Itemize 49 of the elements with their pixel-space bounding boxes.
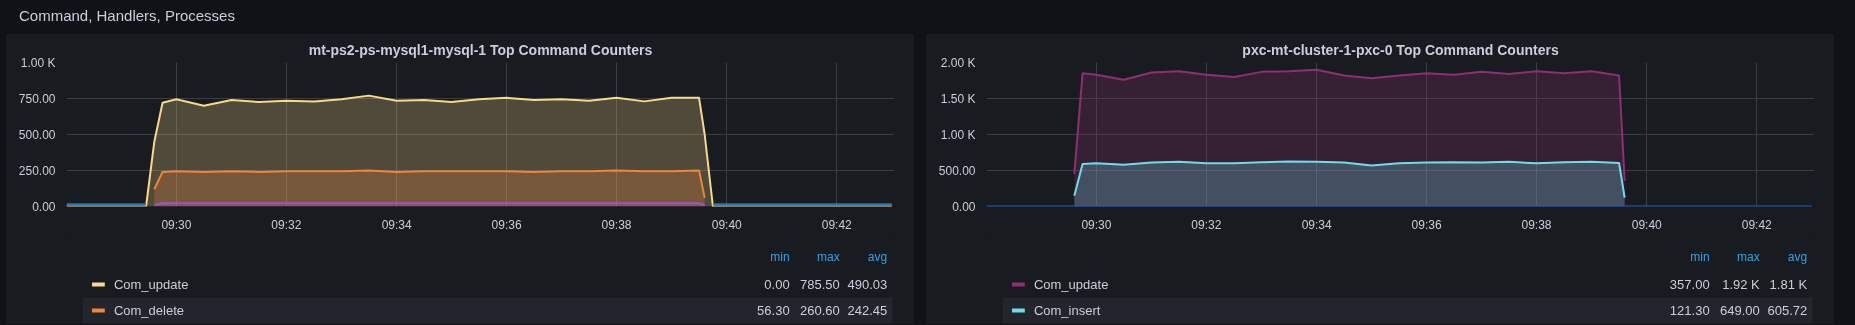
y-tick-label: 1.00 K xyxy=(940,127,976,142)
y-tick-label: 250.00 xyxy=(18,163,56,178)
text: 649.00 xyxy=(1720,303,1760,318)
x-tick-label: 09:36 xyxy=(1411,217,1442,232)
text: 785.50 xyxy=(800,277,840,292)
x-tick-label: 09:30 xyxy=(1081,217,1112,232)
y-tick-label: 1.50 K xyxy=(940,91,976,106)
x-tick-label: 09:34 xyxy=(1301,217,1332,232)
text: 260.60 xyxy=(800,303,840,318)
text: 56.30 xyxy=(757,303,790,318)
x-tick-label: 09:38 xyxy=(1521,217,1552,232)
text: 242.45 xyxy=(847,303,888,318)
legend-label: Com_update xyxy=(1033,277,1109,292)
text: avg xyxy=(1787,249,1808,264)
text: Command, Handlers, Processes xyxy=(19,6,235,26)
y-tick-label: 0.00 xyxy=(952,199,976,214)
x-tick-label: 09:40 xyxy=(1631,217,1663,232)
chart-title: mt-ps2-ps-mysql1-mysql-1 Top Command Counters xyxy=(308,41,653,58)
legend-label: Com_insert xyxy=(1033,303,1101,318)
text: 121.30 xyxy=(1669,303,1710,318)
x-tick-label: 09:42 xyxy=(1741,217,1773,232)
y-tick-label: 2.00 K xyxy=(940,55,976,70)
x-tick-label: 09:32 xyxy=(271,217,302,232)
y-tick-label: 500.00 xyxy=(938,163,976,178)
x-tick-label: 09:36 xyxy=(491,217,522,232)
x-tick-label: 09:32 xyxy=(1191,217,1222,232)
text: max xyxy=(817,249,840,264)
text: 1.92 K xyxy=(1722,277,1761,292)
text: 357.00 xyxy=(1669,277,1710,292)
y-tick-label: 500.00 xyxy=(18,127,56,142)
x-tick-label: 09:38 xyxy=(601,217,632,232)
chart-title: pxc-mt-cluster-1-pxc-0 Top Command Counters xyxy=(1242,41,1559,58)
text: min xyxy=(1690,249,1710,264)
legend-label: Com_update xyxy=(113,277,189,292)
y-tick-label: 0.00 xyxy=(32,199,56,214)
y-tick-label: 750.00 xyxy=(18,91,56,106)
x-tick-label: 09:42 xyxy=(821,217,853,232)
y-tick-label: 1.00 K xyxy=(20,55,56,70)
text: min xyxy=(770,249,790,264)
text: 490.03 xyxy=(847,277,888,292)
text: max xyxy=(1737,249,1760,264)
legend-label: Com_delete xyxy=(113,303,185,318)
text: avg xyxy=(867,249,888,264)
x-tick-label: 09:40 xyxy=(711,217,743,232)
text: 0.00 xyxy=(764,277,790,292)
x-tick-label: 09:34 xyxy=(381,217,412,232)
x-tick-label: 09:30 xyxy=(161,217,192,232)
text: 605.72 xyxy=(1767,303,1808,318)
text: 1.81 K xyxy=(1769,277,1808,292)
